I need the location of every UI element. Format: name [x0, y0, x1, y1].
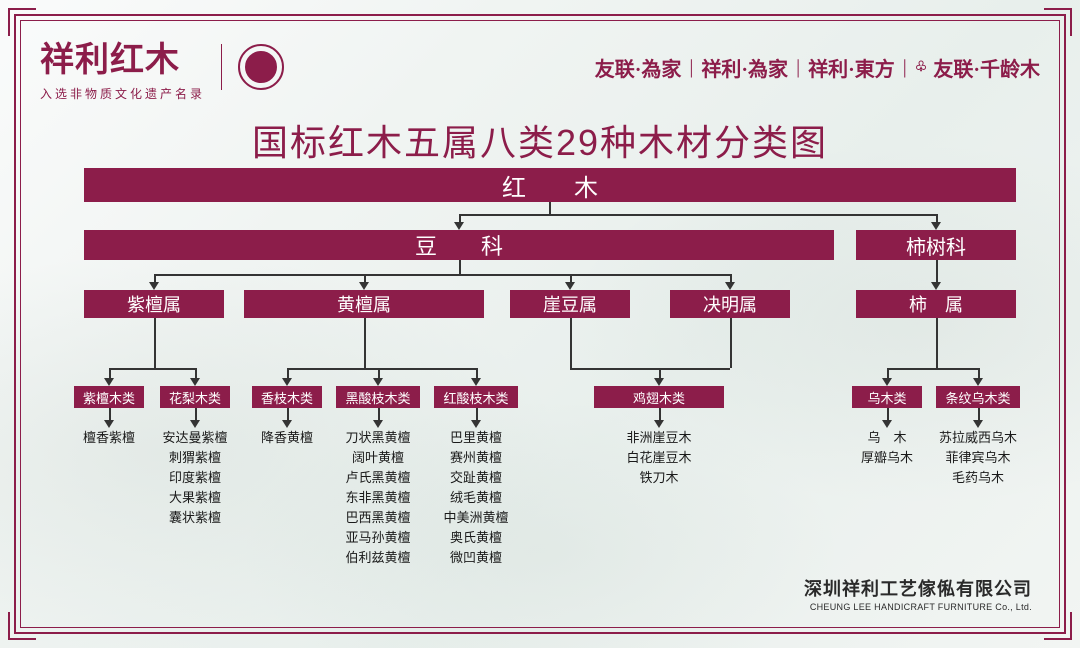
brand-separator [221, 44, 222, 90]
tree-node: 豆 科 [84, 230, 834, 260]
brand-sub: 入选非物质文化遗产名录 [40, 85, 205, 102]
connector-line [154, 274, 730, 276]
brand-block: 祥利红木 入选非物质文化遗产名录 [40, 32, 205, 102]
sub-brand-2: 祥利·為家 [701, 53, 788, 82]
connector-line [936, 318, 938, 368]
classification-diagram: 红 木豆 科柿树科紫檀属黄檀属崖豆属 决明属 柿 属紫檀木类花梨木类香枝木类黑酸枝木… [74, 168, 1026, 608]
arrow-down-icon [190, 378, 200, 386]
connector-line [936, 260, 938, 284]
connector-line [287, 368, 476, 370]
species-list: 檀香紫檀 [59, 428, 159, 448]
tree-node: 红 木 [84, 168, 1016, 202]
arrow-down-icon [654, 378, 664, 386]
sub-brand-1: 友联·為家 [595, 53, 682, 82]
tree-node: 崖豆属 [510, 290, 630, 318]
tree-node: 黄檀属 [244, 290, 484, 318]
species-list: 刀状黑黄檀阔叶黄檀卢氏黑黄檀东非黑黄檀巴西黑黄檀亚马孙黄檀伯利兹黄檀 [328, 428, 428, 568]
brand-sep-1: | [689, 56, 693, 79]
connector-line [730, 318, 732, 368]
arrow-down-icon [931, 222, 941, 230]
corner-br [1044, 612, 1072, 640]
tree-node: 紫檀属 [84, 290, 224, 318]
connector-line [459, 260, 461, 274]
corner-tr [1044, 8, 1072, 36]
arrow-down-icon [373, 378, 383, 386]
arrow-down-icon [282, 378, 292, 386]
corner-tl [8, 8, 36, 36]
tree-node: 柿 属 [856, 290, 1016, 318]
arrow-down-icon [882, 378, 892, 386]
connector-line [364, 318, 366, 368]
page-title: 国标红木五属八类29种木材分类图 [0, 114, 1080, 166]
header: 祥利红木 入选非物质文化遗产名录 友联·為家 | 祥利·為家 | 祥利·東方 |… [40, 32, 1040, 102]
connector-line [109, 368, 195, 370]
arrow-down-icon [973, 378, 983, 386]
species-list: 乌 木厚瓣乌木 [837, 428, 937, 468]
connector-line [154, 318, 156, 368]
tree-node: 条纹乌木类 [936, 386, 1020, 408]
species-list: 巴里黄檀赛州黄檀交趾黄檀绒毛黄檀中美洲黄檀奥氏黄檀微凹黄檀 [426, 428, 526, 568]
tree-node: 黑酸枝木类 [336, 386, 420, 408]
arrow-down-icon [104, 420, 114, 428]
tree-node: 柿树科 [856, 230, 1016, 260]
arrow-down-icon [931, 282, 941, 290]
species-list: 苏拉威西乌木菲律宾乌木毛药乌木 [928, 428, 1028, 488]
connector-line [549, 202, 551, 214]
brand-sep-2: | [796, 56, 800, 79]
species-list: 降香黄檀 [237, 428, 337, 448]
tree-node: 鸡翅木类 [594, 386, 724, 408]
arrow-down-icon [282, 420, 292, 428]
tree-node: 香枝木类 [252, 386, 322, 408]
tree-node: 紫檀木类 [74, 386, 144, 408]
sub-brand-3: 祥利·東方 [808, 53, 895, 82]
company-cn: 深圳祥利工艺傢俬有限公司 [804, 575, 1032, 601]
arrow-down-icon [190, 420, 200, 428]
brand-sep-3: | [903, 56, 907, 79]
arrow-down-icon [565, 282, 575, 290]
brand-name: 祥利红木 [40, 32, 205, 81]
leaf-icon: ♧ [915, 59, 928, 76]
species-list: 非洲崖豆木白花崖豆木铁刀木 [609, 428, 709, 488]
species-list: 安达曼紫檀刺猬紫檀印度紫檀大果紫檀囊状紫檀 [145, 428, 245, 528]
tree-node: 花梨木类 [160, 386, 230, 408]
connector-line [887, 368, 978, 370]
brand-right: 友联·為家 | 祥利·為家 | 祥利·東方 | ♧ 友联·千龄木 [595, 53, 1040, 82]
footer-company: 深圳祥利工艺傢俬有限公司 CHEUNG LEE HANDICRAFT FURNI… [804, 575, 1032, 612]
arrow-down-icon [373, 420, 383, 428]
connector-line [570, 368, 730, 370]
arrow-down-icon [973, 420, 983, 428]
tree-node: 乌木类 [852, 386, 922, 408]
arrow-down-icon [104, 378, 114, 386]
arrow-down-icon [654, 420, 664, 428]
tree-node: 决明属 [670, 290, 790, 318]
tree-node: 红酸枝木类 [434, 386, 518, 408]
arrow-down-icon [359, 282, 369, 290]
sub-brand-4: 友联·千龄木 [933, 53, 1040, 82]
connector-line [459, 214, 936, 216]
arrow-down-icon [471, 378, 481, 386]
seal-icon [238, 44, 284, 90]
arrow-down-icon [149, 282, 159, 290]
arrow-down-icon [725, 282, 735, 290]
connector-line [570, 318, 572, 368]
arrow-down-icon [471, 420, 481, 428]
arrow-down-icon [882, 420, 892, 428]
corner-bl [8, 612, 36, 640]
company-en: CHEUNG LEE HANDICRAFT FURNITURE Co., Ltd… [804, 602, 1032, 612]
brand-left: 祥利红木 入选非物质文化遗产名录 [40, 32, 284, 102]
